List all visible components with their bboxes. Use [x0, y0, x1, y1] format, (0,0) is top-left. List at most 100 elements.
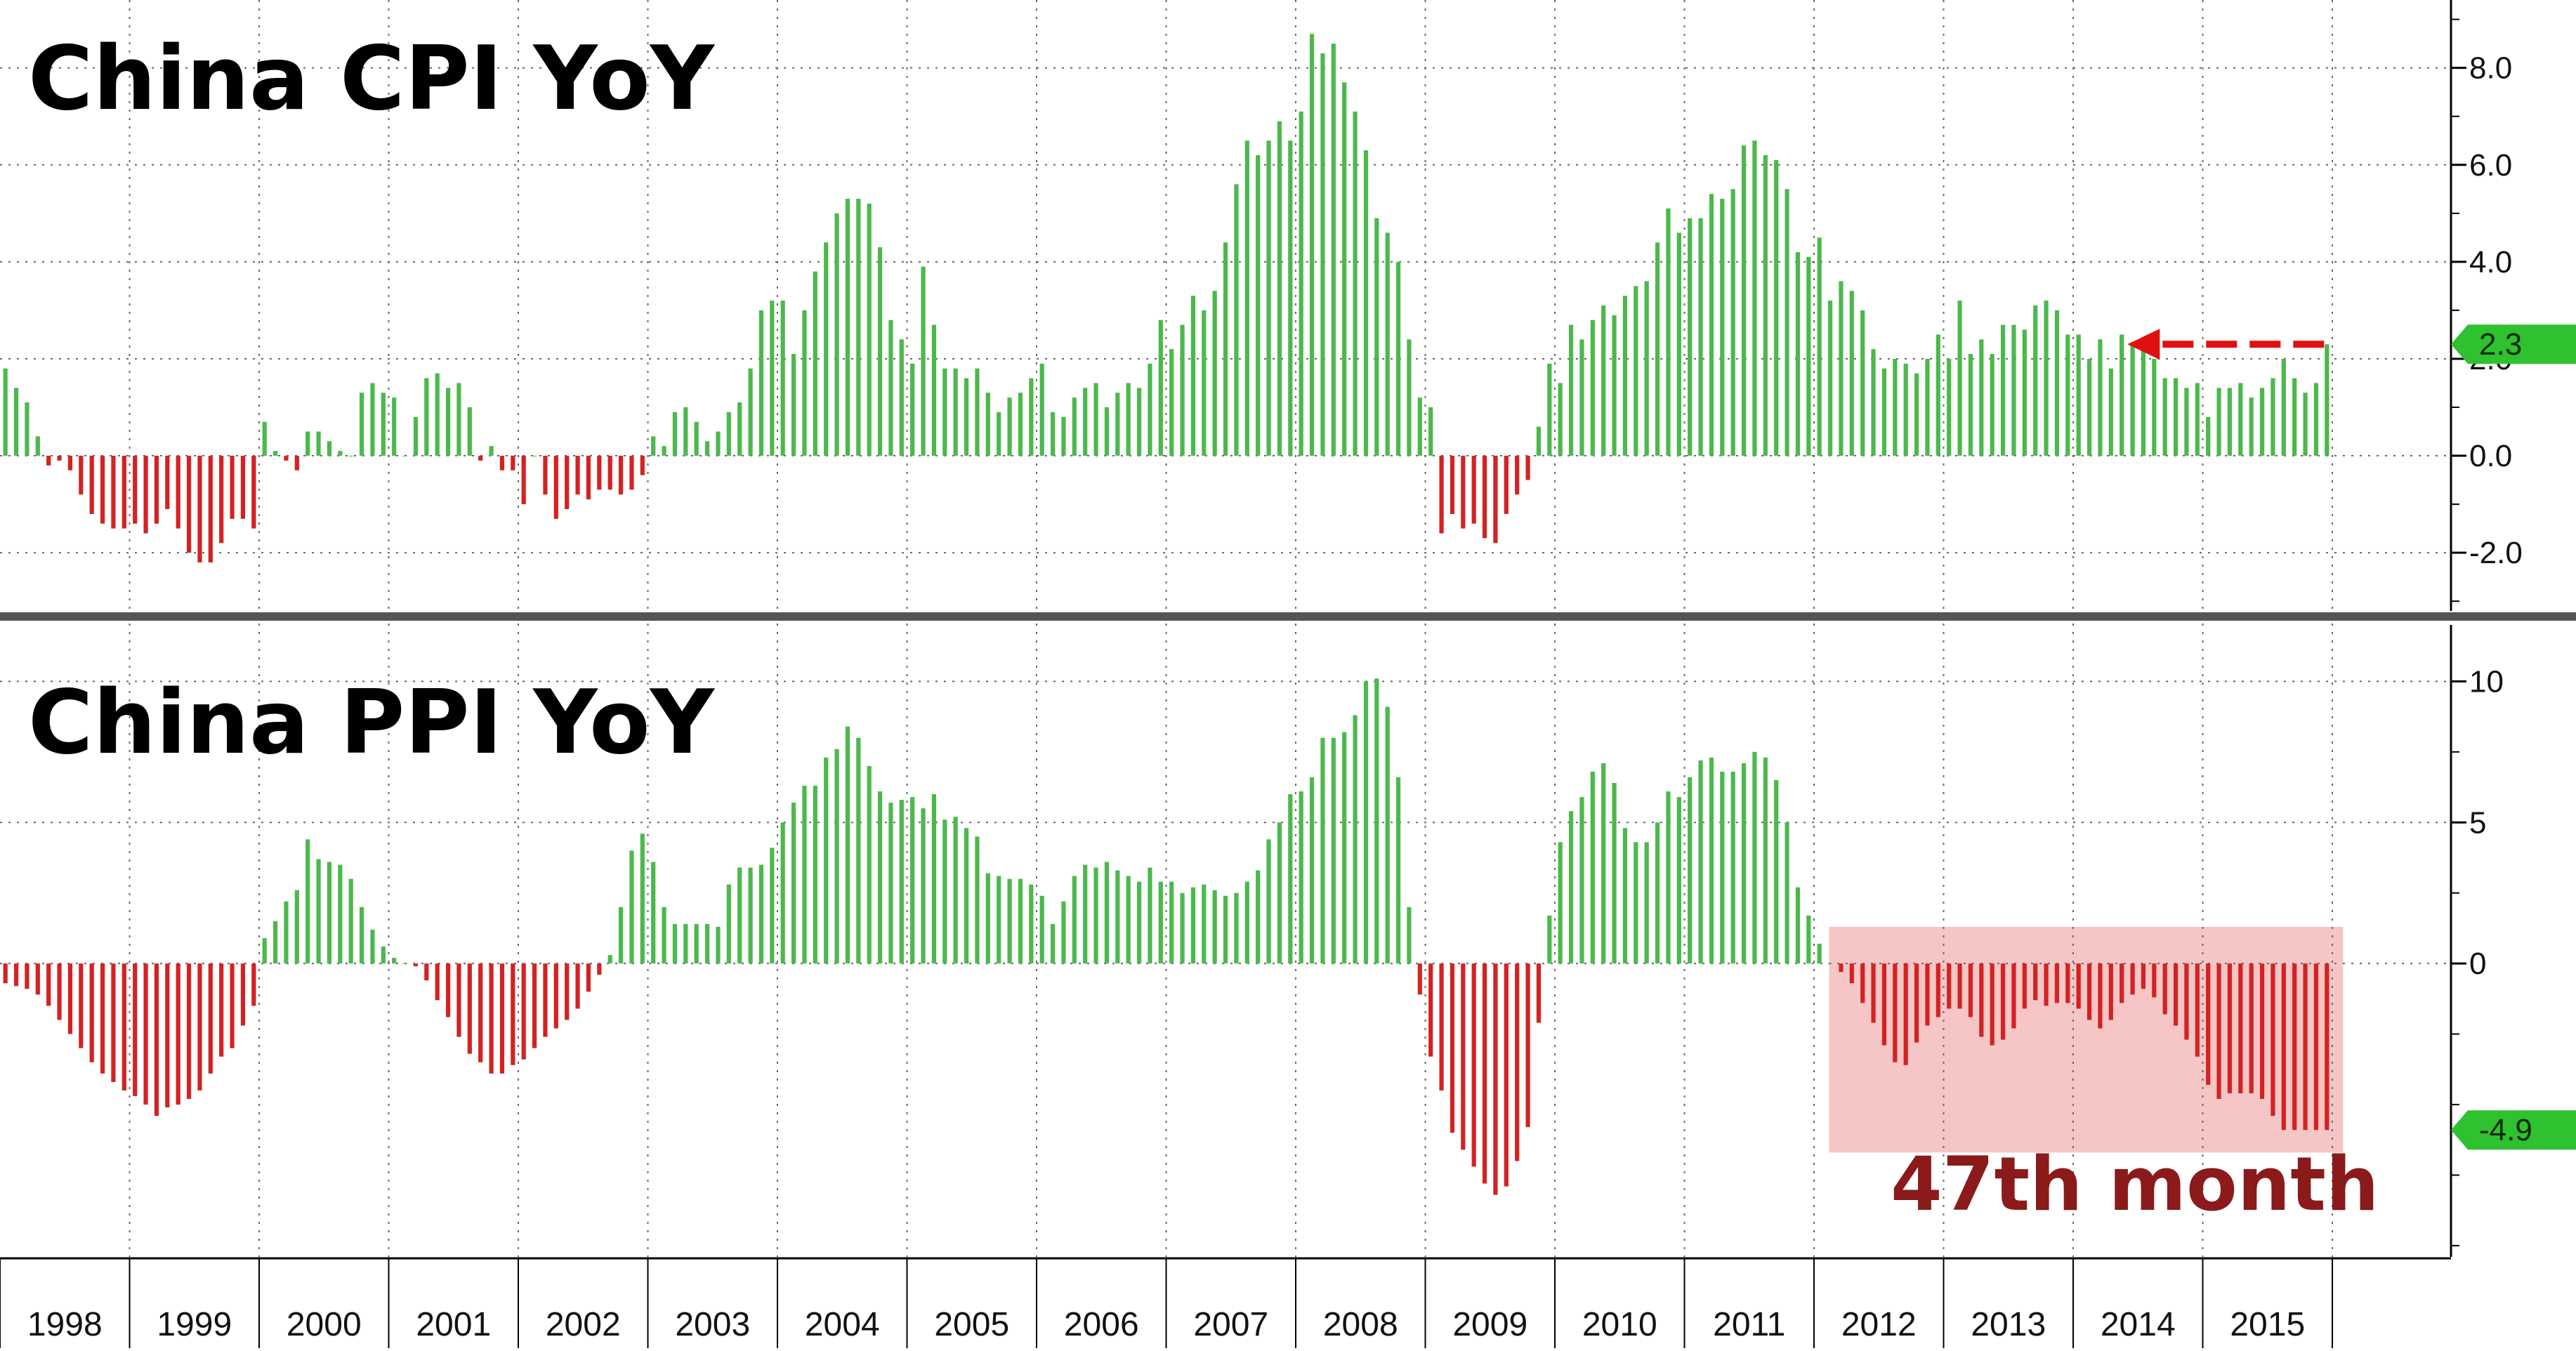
bar: [770, 301, 775, 456]
bar: [1266, 140, 1271, 456]
bar: [1072, 876, 1077, 964]
bar: [1806, 915, 1811, 964]
bar: [186, 963, 192, 1099]
ppi-annotation: 47th month: [1891, 1141, 2379, 1227]
bar: [1342, 732, 1347, 964]
bar: [716, 431, 721, 456]
bar: [413, 963, 419, 967]
bar: [499, 456, 505, 470]
bar: [1536, 426, 1542, 456]
bar: [553, 456, 558, 519]
bar: [370, 929, 375, 964]
bar: [1903, 963, 1908, 1065]
y-tick-label: 0: [2469, 947, 2486, 981]
bar: [845, 726, 850, 964]
x-year-label: 2004: [805, 1306, 880, 1343]
bar: [35, 436, 40, 456]
bar: [2076, 963, 2081, 1009]
bar: [230, 963, 235, 1048]
bar: [2195, 963, 2200, 1057]
bar: [219, 963, 224, 1057]
x-year-label: 2001: [416, 1306, 491, 1343]
bar: [780, 301, 785, 456]
bar: [197, 963, 202, 1090]
bar: [1666, 208, 1671, 456]
bar: [1601, 305, 1606, 456]
bar: [1525, 963, 1530, 1128]
bar: [445, 388, 451, 456]
bar: [424, 378, 429, 456]
bar: [338, 864, 343, 964]
bar: [856, 199, 861, 456]
cpi-arrow-head: [2127, 329, 2160, 360]
bar: [748, 368, 753, 456]
bar: [1482, 456, 1487, 539]
bar: [694, 421, 699, 456]
bar: [1461, 456, 1466, 529]
bar: [1676, 797, 1681, 964]
bar: [305, 431, 310, 456]
bar: [1990, 354, 1995, 456]
x-year-label: 2002: [546, 1306, 621, 1343]
bar: [121, 963, 126, 1090]
bar: [413, 416, 419, 456]
bar: [2303, 393, 2308, 456]
x-year-label: 2015: [2230, 1306, 2305, 1343]
bar: [1190, 887, 1196, 964]
bar: [1979, 339, 1984, 456]
bar: [284, 456, 289, 461]
bar: [910, 797, 915, 964]
bar: [445, 963, 451, 1017]
bar: [1925, 358, 1930, 456]
bar: [1709, 757, 1714, 964]
bar: [186, 456, 192, 553]
bar: [154, 963, 159, 1116]
bar: [813, 271, 817, 456]
bar: [13, 388, 19, 456]
bar: [143, 456, 148, 534]
bar: [1968, 354, 1973, 456]
bar: [1860, 310, 1865, 456]
bar: [1244, 881, 1249, 964]
bar: [100, 963, 105, 1074]
bar: [1353, 111, 1358, 456]
bar: [1363, 681, 1369, 964]
bar: [1288, 140, 1293, 456]
bar: [597, 963, 602, 975]
bar: [1471, 456, 1476, 524]
bar: [272, 451, 278, 456]
bar: [2152, 358, 2157, 456]
x-year-label: 2010: [1582, 1306, 1657, 1343]
bar: [651, 862, 656, 964]
bar: [2065, 963, 2070, 1003]
bar: [942, 368, 947, 456]
bar: [100, 456, 105, 524]
bar: [1277, 822, 1282, 964]
bar: [1169, 349, 1174, 456]
bar: [716, 926, 721, 964]
bar: [381, 947, 386, 964]
bar: [543, 963, 548, 1037]
bar: [1590, 771, 1595, 964]
bar: [1136, 881, 1142, 964]
bar: [370, 383, 375, 456]
bar: [1180, 324, 1185, 456]
bar: [1547, 363, 1552, 456]
bar: [1612, 783, 1617, 964]
bar: [1676, 232, 1681, 456]
bar: [1395, 261, 1401, 456]
bar: [1644, 281, 1649, 456]
bar: [46, 456, 51, 466]
bar: [294, 890, 299, 964]
bar: [2281, 358, 2286, 456]
x-year-label: 2005: [934, 1306, 1009, 1343]
bar: [1309, 34, 1315, 456]
bar: [1881, 368, 1887, 456]
bar: [1525, 456, 1530, 480]
bar: [1244, 140, 1249, 456]
bar: [435, 373, 440, 456]
bar: [1849, 291, 1854, 456]
bar: [813, 786, 817, 964]
bar: [662, 446, 666, 456]
